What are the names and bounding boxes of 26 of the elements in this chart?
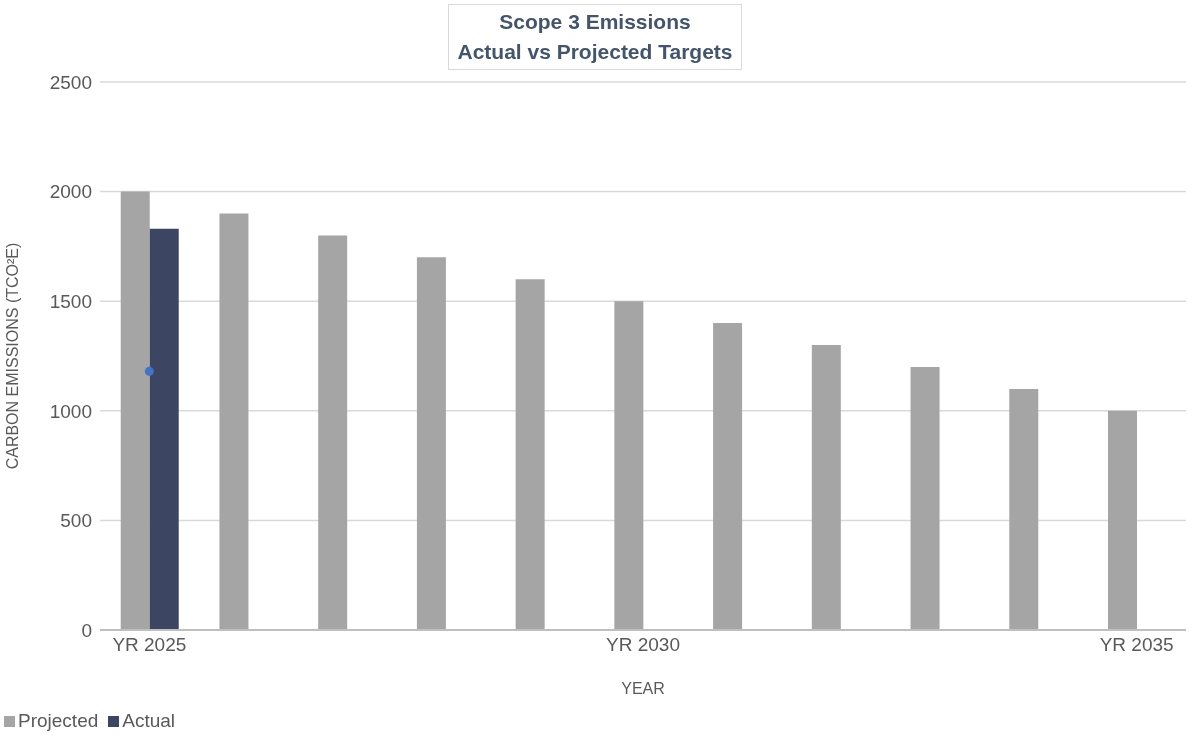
x-tick-label: YR 2035 [1099,634,1174,656]
bar [318,235,348,630]
bar [416,257,446,630]
bar [1009,388,1039,630]
y-tick-label: 1500 [49,290,92,312]
legend-label: Actual [121,710,176,732]
bar [1108,410,1138,630]
bar [120,191,150,630]
bar [149,228,179,630]
chart-title: Scope 3 Emissions Actual vs Projected Targets [457,9,733,65]
y-tick-label: 500 [60,510,92,532]
bar [614,301,644,630]
bar [713,323,743,630]
x-tick-label: YR 2025 [112,634,187,656]
y-axis-title: CARBON EMISSIONS (TCO²E) [3,242,21,470]
y-tick-label: 2500 [49,71,92,93]
bar [811,345,841,630]
y-tick-label: 0 [81,619,92,641]
legend-label: Projected [17,710,99,732]
y-tick-label: 1000 [49,400,92,422]
x-axis-title: YEAR [621,680,665,697]
bar [515,279,545,630]
bar [910,366,940,630]
x-tick-label: YR 2030 [606,634,680,656]
bar [219,213,249,630]
y-tick-label: 2000 [49,181,92,203]
